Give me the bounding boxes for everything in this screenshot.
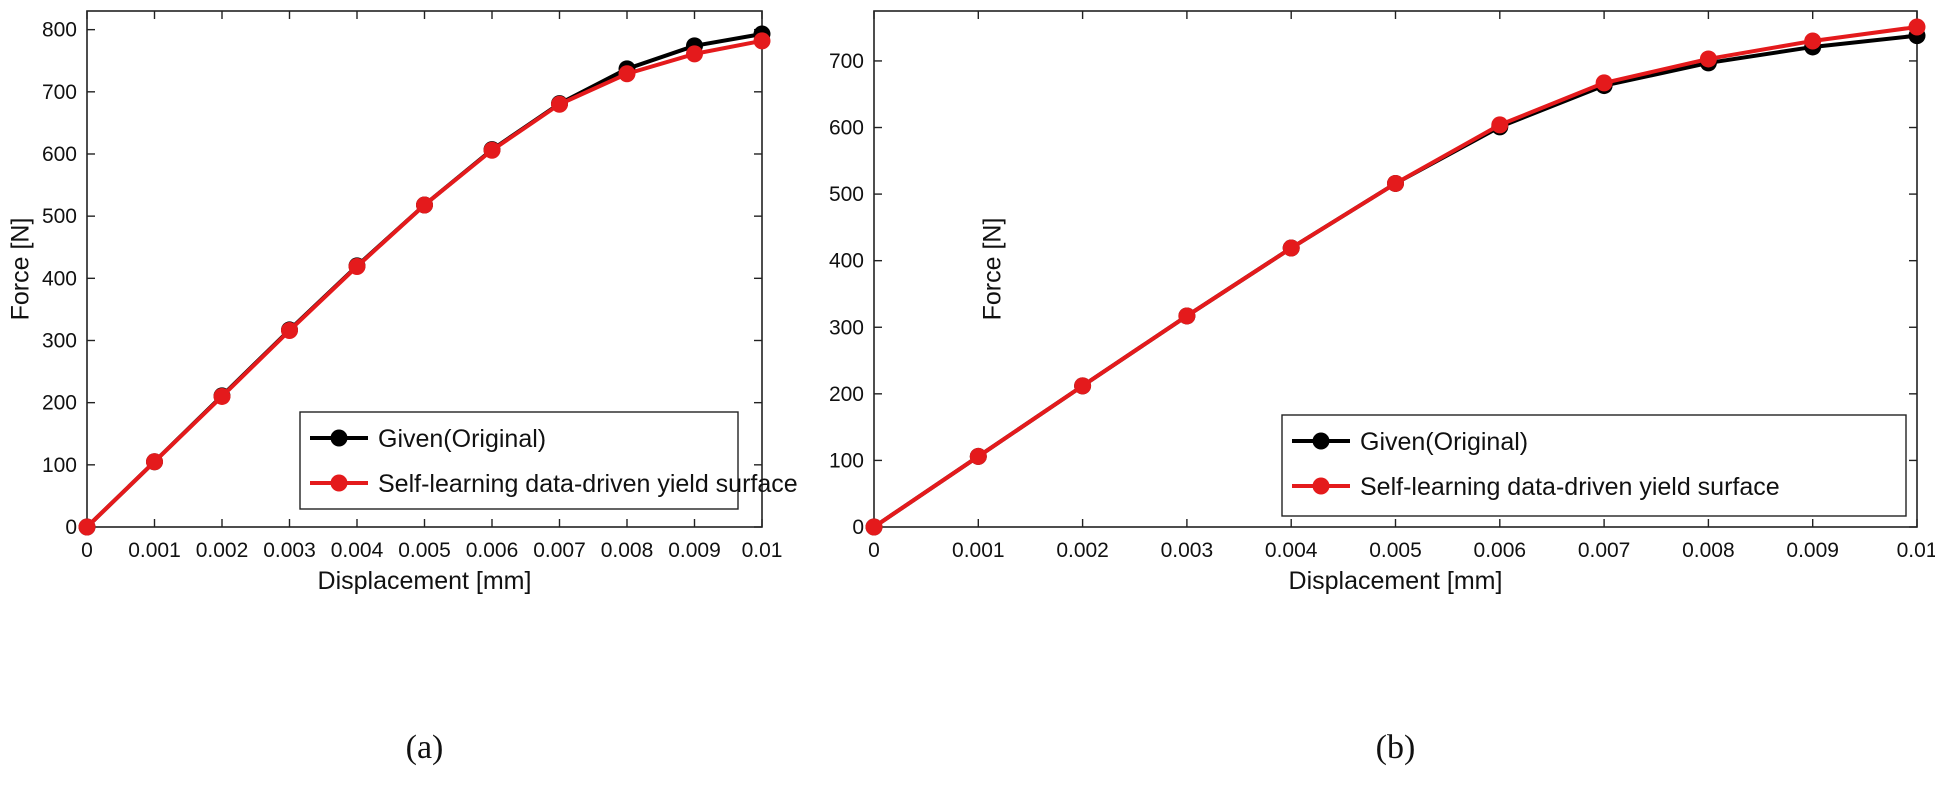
x-tick-label: 0.002 <box>196 539 249 562</box>
y-tick-label: 400 <box>42 267 77 290</box>
x-tick-label: 0 <box>81 539 93 562</box>
y-tick-label: 400 <box>829 250 864 273</box>
data-point-self-learning <box>969 447 987 465</box>
data-point-self-learning <box>348 258 366 276</box>
data-point-self-learning <box>213 387 231 405</box>
legend: Given(Original) Self-learning data-driven… <box>299 411 798 510</box>
legend-box <box>1281 414 1907 517</box>
x-tick-label: 0.001 <box>952 539 1005 562</box>
data-point-self-learning <box>1387 174 1404 192</box>
data-point-self-learning <box>1595 74 1613 92</box>
y-tick-label: 100 <box>42 454 77 477</box>
y-tick-label: 600 <box>829 117 864 140</box>
y-tick-label: 700 <box>42 81 77 104</box>
y-axis-label: Force [N] <box>7 218 35 321</box>
data-point-self-learning <box>753 32 771 50</box>
data-point-self-learning <box>686 45 703 63</box>
x-tick-label: 0.006 <box>466 539 519 562</box>
data-point-self-learning <box>146 453 163 471</box>
x-tick-label: 0.003 <box>263 539 316 562</box>
x-tick-label: 0.007 <box>1578 539 1631 562</box>
data-point-self-learning <box>1074 377 1092 395</box>
data-point-self-learning <box>1178 307 1196 325</box>
legend-marker <box>1312 477 1330 495</box>
data-point-self-learning <box>416 196 433 214</box>
y-tick-label: 200 <box>42 392 77 415</box>
legend-entry-label: Self-learning data-driven yield surface <box>378 470 798 498</box>
legend: Given(Original) Self-learning data-driven… <box>1281 414 1907 517</box>
x-axis-label: Displacement [mm] <box>318 567 532 595</box>
x-tick-label: 0.01 <box>1897 539 1935 562</box>
y-tick-label: 700 <box>829 50 864 73</box>
x-tick-label: 0.004 <box>331 539 384 562</box>
data-point-self-learning <box>1282 239 1300 257</box>
y-tick-label: 300 <box>829 316 864 339</box>
data-point-self-learning <box>1804 32 1822 50</box>
x-tick-label: 0.009 <box>668 539 721 562</box>
x-axis-label: Displacement [mm] <box>1289 567 1503 595</box>
chart-panel-b: 0 0.001 0.002 0.003 0.004 0.005 0.006 0.007 0.00… <box>829 10 1935 766</box>
x-tick-label: 0.005 <box>1369 539 1422 562</box>
y-tick-label: 0 <box>852 516 864 539</box>
y-tick-label: 800 <box>42 19 77 42</box>
y-tick-label: 100 <box>829 449 864 472</box>
legend-entry-label: Self-learning data-driven yield surface <box>1360 473 1780 501</box>
data-point-self-learning <box>865 518 883 536</box>
data-point-self-learning <box>1908 18 1926 36</box>
data-point-self-learning <box>1699 50 1717 68</box>
legend-box <box>299 411 739 510</box>
x-tick-label: 0.01 <box>742 539 783 562</box>
y-tick-label: 0 <box>65 516 77 539</box>
data-point-self-learning <box>551 95 568 113</box>
legend-marker <box>330 474 348 492</box>
y-axis-label: Force [N] <box>979 218 1007 321</box>
data-point-self-learning <box>483 141 501 159</box>
legend-marker <box>1312 432 1330 450</box>
y-tick-label: 500 <box>829 183 864 206</box>
x-tick-label: 0.008 <box>601 539 654 562</box>
y-tick-label: 300 <box>42 329 77 352</box>
x-tick-label: 0.001 <box>128 539 181 562</box>
y-tick-label: 200 <box>829 383 864 406</box>
x-tick-label: 0.002 <box>1056 539 1109 562</box>
x-tick-label: 0.008 <box>1682 539 1735 562</box>
x-tick-label: 0.006 <box>1474 539 1527 562</box>
data-point-self-learning <box>281 322 298 340</box>
data-point-self-learning <box>78 518 96 536</box>
y-tick-label: 600 <box>42 143 77 166</box>
panel-caption: (b) <box>1376 729 1416 766</box>
x-tick-label: 0.007 <box>533 539 586 562</box>
x-tick-label: 0.003 <box>1161 539 1214 562</box>
legend-marker <box>330 429 348 447</box>
x-tick-label: 0.009 <box>1786 539 1839 562</box>
y-tick-label: 500 <box>42 205 77 228</box>
x-tick-label: 0.005 <box>398 539 451 562</box>
legend-entry-label: Given(Original) <box>1360 428 1528 456</box>
x-tick-label: 0 <box>868 539 880 562</box>
panel-caption: (a) <box>406 729 444 766</box>
data-point-self-learning <box>1491 116 1509 134</box>
chart-panel-a: 0 0.001 0.002 0.003 0.004 0.005 0.006 0.007 0.00… <box>7 10 798 766</box>
data-point-self-learning <box>618 65 636 83</box>
legend-entry-label: Given(Original) <box>378 425 546 453</box>
x-tick-label: 0.004 <box>1265 539 1318 562</box>
